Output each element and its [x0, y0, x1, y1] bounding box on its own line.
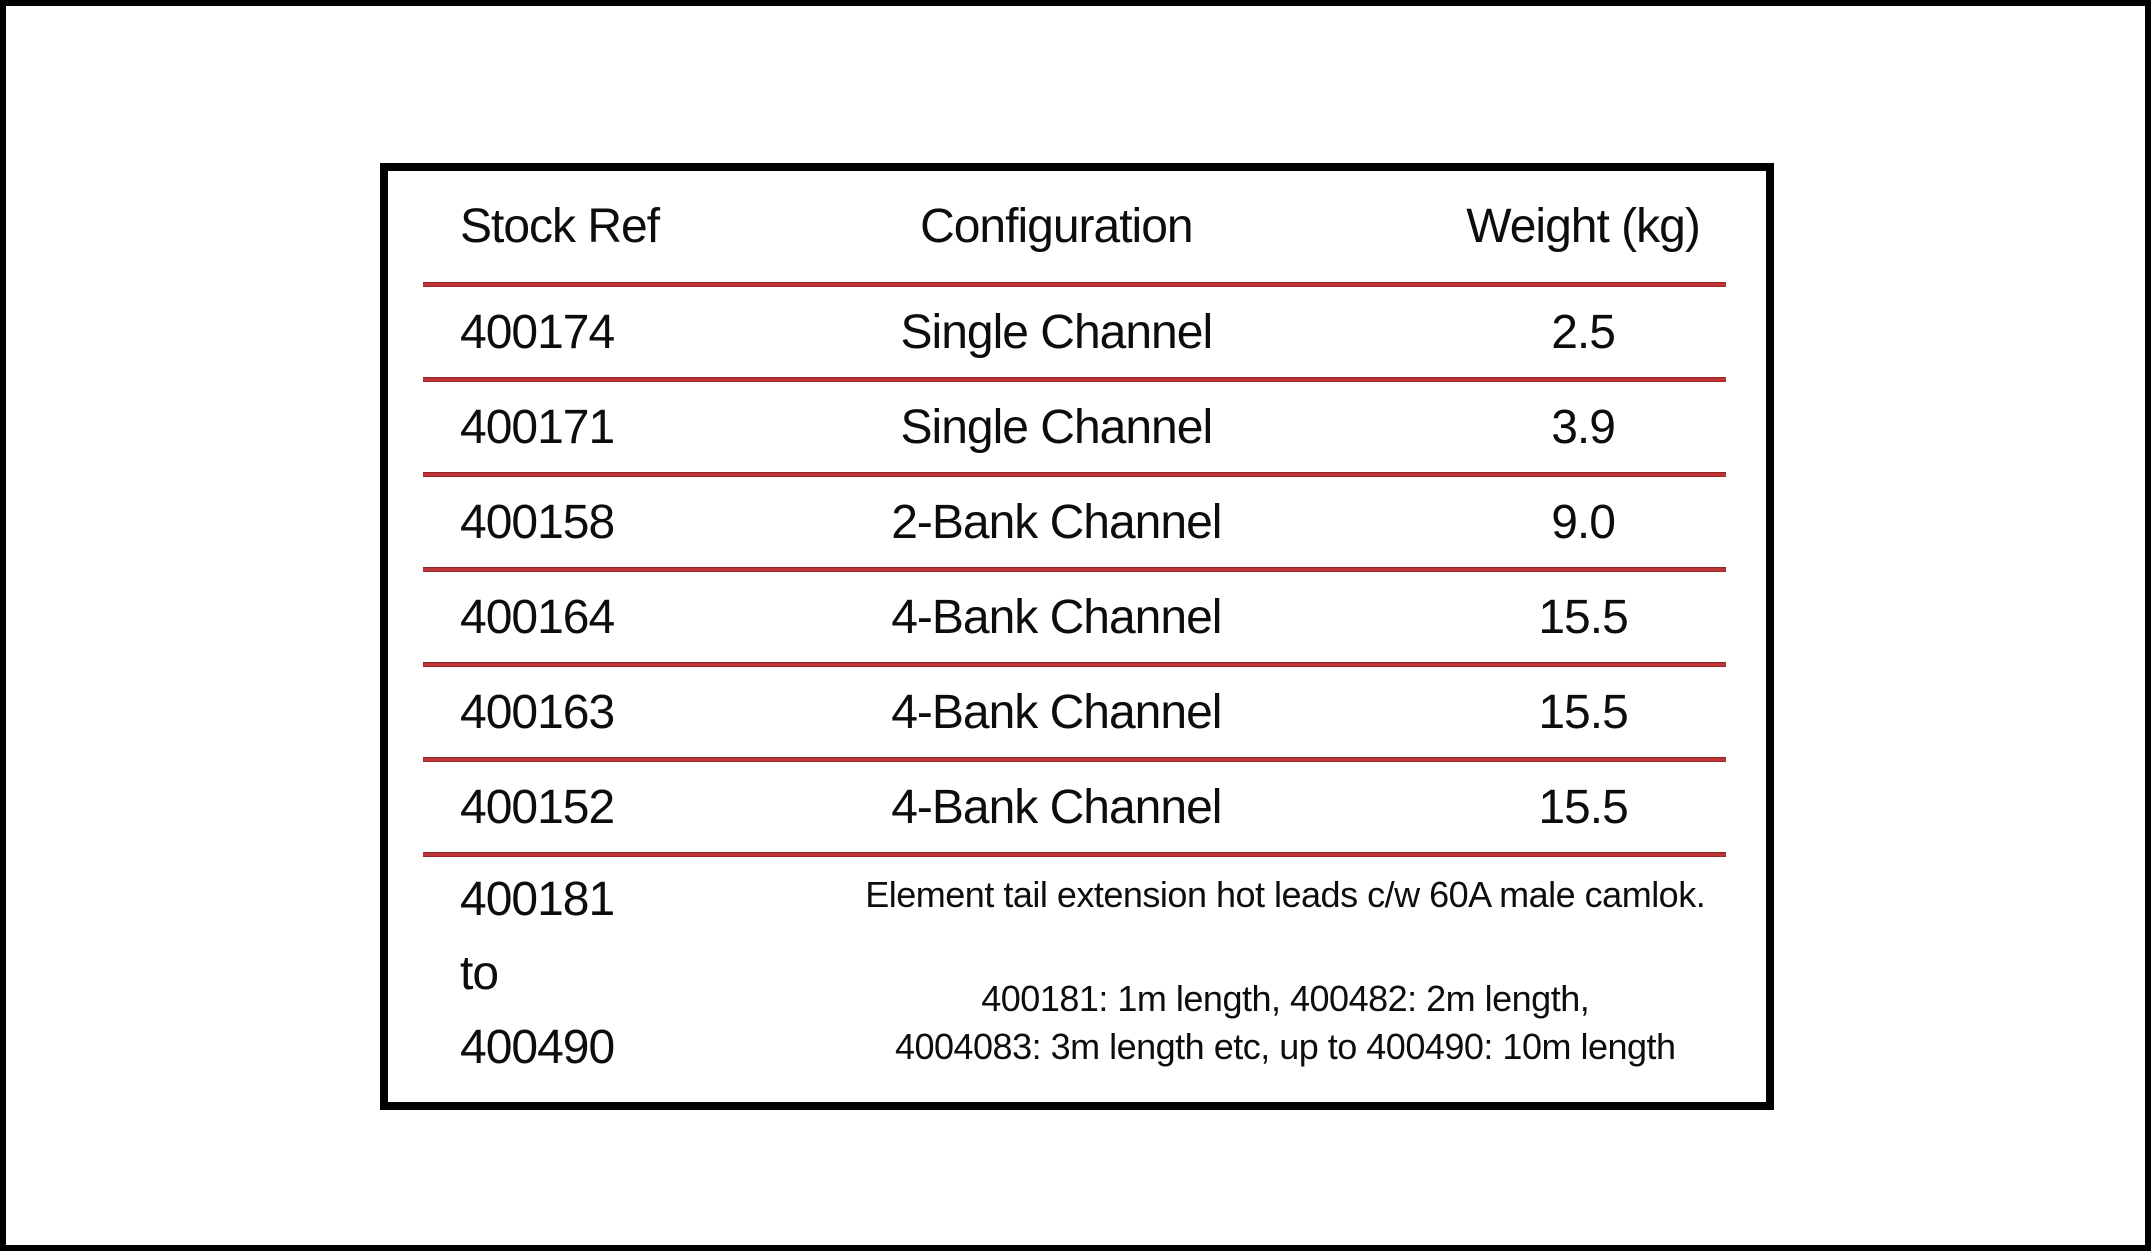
cell-stock-ref: 400152 — [460, 780, 615, 834]
row-separator — [423, 852, 1726, 857]
row-separator — [423, 662, 1726, 667]
table-row: 400174 Single Channel 2.5 — [388, 287, 1766, 377]
cell-stock-ref: 400164 — [460, 590, 615, 644]
table-row: 400163 4-Bank Channel 15.5 — [388, 667, 1766, 757]
header-stock-ref: Stock Ref — [460, 200, 660, 253]
table-row: 400171 Single Channel 3.9 — [388, 382, 1766, 472]
stock-range-end: 400490 — [460, 1021, 615, 1074]
description-line-3: 4004083: 3m length etc, up to 400490: 10… — [894, 1026, 1676, 1067]
table-header-row: Stock Ref Configuration Weight (kg) — [388, 171, 1766, 282]
footer-description: Element tail extension hot leads c/w 60A… — [733, 857, 1767, 1071]
cell-weight: 9.0 — [1551, 495, 1616, 549]
row-separator — [423, 757, 1726, 762]
cell-weight: 15.5 — [1538, 685, 1628, 739]
table-footer-row: 400181 to 400490 Element tail extension … — [388, 857, 1766, 1102]
row-separator — [423, 567, 1726, 572]
description-line-2: 400181: 1m length, 400482: 2m length, — [981, 978, 1590, 1019]
cell-weight: 15.5 — [1538, 780, 1628, 834]
cell-weight: 3.9 — [1551, 400, 1616, 454]
cell-configuration: Single Channel — [900, 305, 1214, 359]
stock-range-to: to — [460, 947, 499, 1000]
cell-stock-ref: 400163 — [460, 685, 615, 739]
footer-stock-ref-range: 400181 to 400490 — [388, 857, 733, 1085]
cell-configuration: Single Channel — [900, 400, 1214, 454]
table-row: 400158 2-Bank Channel 9.0 — [388, 477, 1766, 567]
cell-configuration: 4-Bank Channel — [891, 590, 1222, 644]
description-line-1: Element tail extension hot leads c/w 60A… — [865, 874, 1706, 915]
stock-range-start: 400181 — [460, 873, 615, 926]
cell-stock-ref: 400174 — [460, 305, 615, 359]
cell-weight: 2.5 — [1551, 305, 1616, 359]
table-row: 400152 4-Bank Channel 15.5 — [388, 762, 1766, 852]
spec-table: Stock Ref Configuration Weight (kg) 4001… — [380, 163, 1774, 1110]
cell-configuration: 4-Bank Channel — [891, 685, 1222, 739]
cell-configuration: 4-Bank Channel — [891, 780, 1222, 834]
row-separator — [423, 472, 1726, 477]
cell-stock-ref: 400158 — [460, 495, 615, 549]
row-separator — [423, 377, 1726, 382]
header-configuration: Configuration — [920, 200, 1194, 253]
header-weight: Weight (kg) — [1466, 200, 1701, 253]
table-row: 400164 4-Bank Channel 15.5 — [388, 572, 1766, 662]
cell-configuration: 2-Bank Channel — [891, 495, 1222, 549]
cell-weight: 15.5 — [1538, 590, 1628, 644]
row-separator — [423, 282, 1726, 287]
cell-stock-ref: 400171 — [460, 400, 615, 454]
